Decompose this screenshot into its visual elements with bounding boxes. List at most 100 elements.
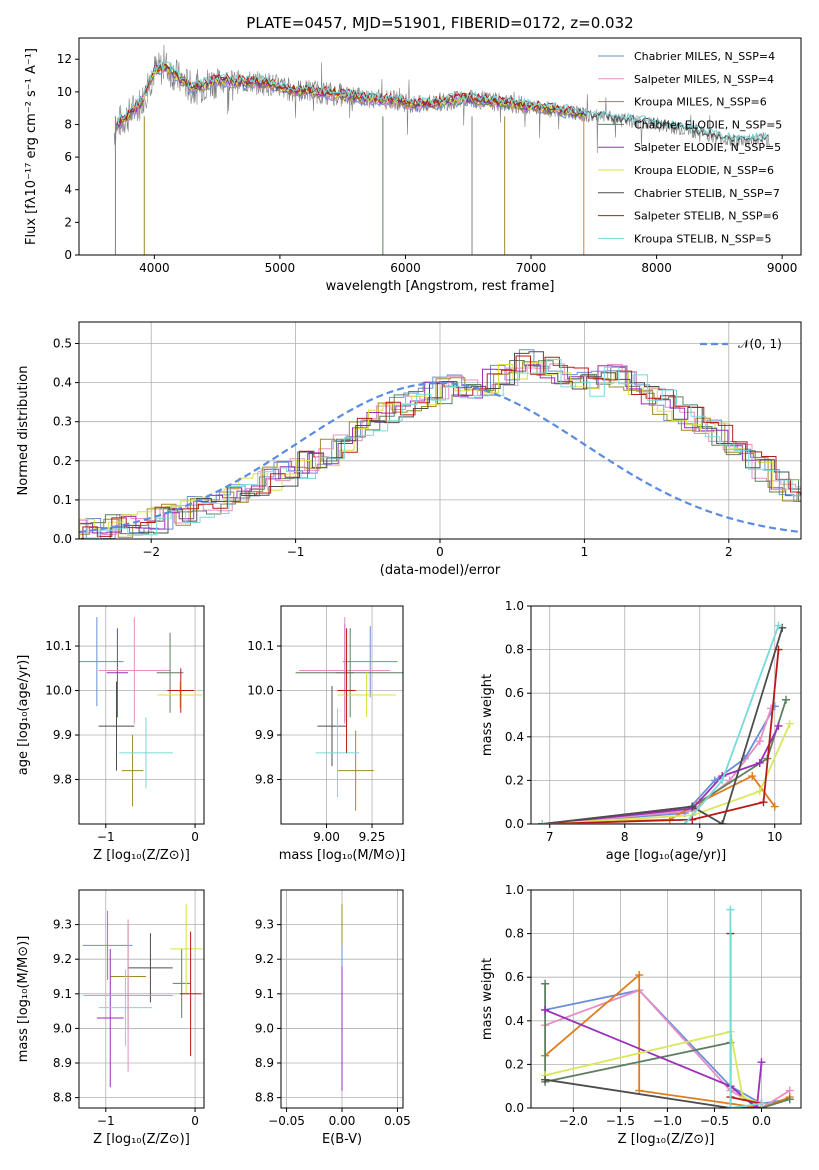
legend-label: Chabrier STELIB, N_SSP=7 [634,187,780,200]
y-tick-label: 9.2 [53,952,72,966]
y-tick-label: 9.0 [53,1021,72,1035]
weight-marker [770,802,779,811]
model-spectrum-line [117,61,770,141]
axes-frame [280,605,404,825]
weight-marker [541,1075,550,1084]
legend-label: Chabrier ELODIE, N_SSP=5 [634,118,782,131]
y-tick-label: 0.0 [505,817,524,831]
y-tick-label: 8.9 [53,1056,72,1070]
y-tick-label: 0.2 [505,773,524,787]
y-axis-label: Flux [fλ10⁻¹⁷ erg cm⁻² s⁻¹ A⁻¹] [24,48,39,245]
x-tick-label: −2.0 [559,1114,588,1128]
age-vs-mass-panel: 9.00 9.25 9.8 9.9 10.0 10.1 mass [log₁₀(M/M⊙)] [247,605,406,863]
x-tick-label: 7000 [516,261,547,275]
legend-label: Kroupa ELODIE, N_SSP=6 [634,164,774,177]
x-tick-label: 10 [767,830,782,844]
axes-frame [280,889,404,1109]
y-tick-label: 10.1 [45,639,72,653]
weight-marker [755,787,764,796]
legend-label: Kroupa STELIB, N_SSP=5 [634,232,772,245]
y-axis-label: age [log₁₀(age/yr)] [16,655,31,776]
y-tick-label: 0.1 [53,493,72,507]
legend-label: Salpeter MILES, N_SSP=4 [634,73,774,86]
x-tick-label: 4000 [139,261,170,275]
y-tick-label: 0 [64,248,72,262]
x-tick-label: −0.05 [268,1114,305,1128]
axes-frame [78,37,802,256]
y-tick-label: 9.0 [255,1021,274,1035]
y-tick-label: 0.5 [53,337,72,351]
y-axis-label: mass weight [480,958,495,1040]
weight-marker [726,905,735,914]
y-tick-label: 9.1 [53,987,72,1001]
weight-marker [541,1005,550,1014]
x-tick-label: −1 [97,1114,115,1128]
x-axis-label: age [log₁₀(age/yr)] [606,848,727,863]
y-tick-label: 9.9 [255,728,274,742]
y-tick-label: 0.6 [505,970,524,984]
y-tick-label: 0.4 [505,1014,524,1028]
y-tick-label: 12 [57,52,72,66]
histogram-step [84,358,801,539]
y-tick-label: 9.2 [255,952,274,966]
y-axis-label: Normed distribution [16,366,31,496]
x-tick-label: −1 [97,830,115,844]
y-tick-label: 1.0 [505,883,524,897]
histogram-step [79,360,801,535]
legend-label: Kroupa MILES, N_SSP=6 [634,96,767,109]
weight-marker [718,776,727,785]
weight-line [544,1030,762,1105]
mass-vs-metallicity-panel: −1 0 8.8 8.9 9.0 9.1 9.2 9.3 Z [log₁₀(Z/Z⊙)] mass… [16,889,205,1147]
x-tick-label: −1.5 [606,1114,635,1128]
y-tick-label: 8.8 [53,1091,72,1105]
y-tick-label: 9.3 [255,918,274,932]
x-tick-label: 9000 [767,261,798,275]
x-axis-label: Z [log₁₀(Z/Z⊙)] [93,1132,190,1147]
weight-marker [688,802,697,811]
weight-marker [635,971,644,980]
weight-marker [538,820,547,824]
y-tick-label: 10.1 [247,639,274,653]
x-tick-label: −1 [287,545,305,559]
axes-frame [530,889,802,1109]
weight-marker [541,979,550,988]
y-tick-label: 4 [64,183,72,197]
x-tick-label: 9 [696,830,704,844]
y-tick-label: 8.8 [255,1091,274,1105]
chart-title: PLATE=0457, MJD=51901, FIBERID=0172, z=0… [246,14,633,32]
x-axis-label: (data-model)/error [380,563,501,578]
x-tick-label: 6000 [390,261,421,275]
y-tick-label: 8 [64,117,72,131]
weight-marker [774,645,783,654]
legend-label: Salpeter ELODIE, N_SSP=5 [634,141,781,154]
y-tick-label: 9.8 [255,773,274,787]
weight-marker [718,820,727,824]
y-tick-label: 0.8 [505,643,524,657]
axes-frame [78,605,205,825]
y-tick-label: 10.0 [45,684,72,698]
weight-marker [752,1104,761,1108]
weight-line [542,723,791,824]
errorbar-plot-area [295,617,403,811]
y-tick-label: 0.8 [505,927,524,941]
x-tick-label: 0 [191,1114,199,1128]
y-tick-label: 0.2 [505,1057,524,1071]
x-tick-label: 7 [546,830,554,844]
weight-vs-age-panel: 7 8 9 10 0.0 0.2 0.4 0.6 0.8 1.0 age [log₁₀(age/yr… [480,599,802,863]
residual-histogram-panel: −2 −1 0 1 2 0.0 0.1 0.2 0.3 0.4 0.5 (data-model)/er… [16,321,802,578]
weight-marker [748,772,757,781]
x-tick-label: 1 [581,545,589,559]
axes-frame [530,605,802,825]
x-axis-label: mass [log₁₀(M/M⊙)] [279,848,406,863]
y-tick-label: 9.8 [53,773,72,787]
x-tick-label: 0.00 [329,1114,356,1128]
histogram-step [79,363,801,535]
weight-marker [759,798,768,807]
weight-marker [757,1058,766,1067]
x-axis-label: E(B-V) [322,1132,362,1147]
y-tick-label: 9.9 [53,728,72,742]
weight-marker [774,721,783,730]
histogram-plot-area [79,349,801,539]
x-axis-label: Z [log₁₀(Z/Z⊙)] [618,1132,715,1147]
y-tick-label: 10 [57,85,72,99]
